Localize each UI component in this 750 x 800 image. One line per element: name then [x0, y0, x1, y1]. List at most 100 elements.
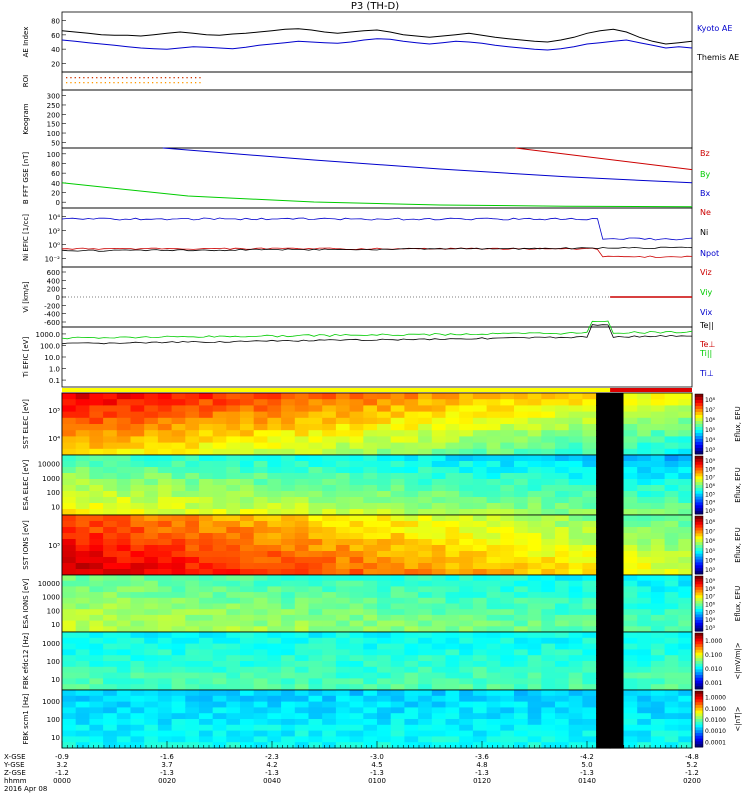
colorbar-tick-label: 0.0001 — [705, 739, 726, 746]
colorbar-tick-label: 10³ — [705, 625, 716, 632]
colorbar-tick-label: 10⁵ — [705, 548, 716, 555]
colorbar-1 — [695, 456, 703, 515]
y-tick-label: 300 — [47, 93, 60, 101]
time-label: 0020 — [158, 777, 176, 785]
roi-dot — [121, 82, 124, 84]
y-gse-label: 5.0 — [581, 761, 592, 769]
roi-dot — [78, 82, 81, 84]
y-tick-label: 80 — [51, 18, 60, 26]
y-tick-label: 60 — [51, 170, 60, 178]
z-gse-label: -1.3 — [265, 769, 279, 777]
time-label: 0120 — [473, 777, 491, 785]
roi-dot — [130, 77, 132, 79]
roi-dot — [66, 82, 68, 84]
roi-dot — [100, 77, 102, 79]
x-gse-label: -4.2 — [580, 753, 594, 761]
ae-line-0 — [61, 38, 693, 51]
roi-dot — [160, 77, 162, 79]
colorbar-label: <|mV/m|> — [734, 642, 742, 679]
roi-dot — [156, 82, 158, 84]
y-tick-label: 1000 — [42, 475, 60, 483]
y-tick-label: 1000 — [42, 594, 60, 602]
roi-dot — [109, 77, 111, 79]
colorbar-label: Eflux, EFU — [734, 467, 742, 502]
y-tick-label: -400 — [44, 311, 60, 319]
colorbar-tick-label: 10⁶ — [705, 417, 716, 424]
colorbar-tick-label: 10⁴ — [705, 617, 716, 624]
colorbar-tick-label: 10⁸ — [705, 397, 716, 404]
y-tick-label: 80 — [51, 160, 60, 168]
colorbar-4 — [695, 633, 703, 690]
y-tick-label: 50 — [51, 139, 60, 147]
vi-legend-0: Viz — [700, 268, 712, 277]
ni-legend-2: Npot — [700, 249, 719, 258]
ni-legend-1: Ni — [700, 228, 708, 237]
roi-dot — [87, 77, 89, 79]
colorbar-tick-label: 10⁹ — [705, 578, 716, 585]
spectrogram-7 — [62, 393, 693, 456]
y-tick-label: 100 — [47, 658, 60, 666]
roi-dot — [66, 77, 68, 79]
y-gse-label: 3.7 — [161, 761, 172, 769]
roi-dot — [190, 82, 192, 84]
y-tick-label: 10 — [51, 734, 60, 742]
y-tick-label: 1.0 — [49, 366, 60, 374]
b-legend-1: By — [700, 170, 710, 179]
colorbar-tick-label: 10⁷ — [705, 475, 716, 482]
y-axis-label: ROI — [22, 75, 30, 87]
colorbar-tick-label: 10⁸ — [705, 586, 716, 593]
ti-line — [61, 320, 693, 340]
colorbar-tick-label: 1.000 — [705, 638, 722, 645]
roi-dot — [173, 77, 175, 79]
roi-dot — [83, 77, 85, 79]
ni-line — [61, 246, 693, 252]
panel-frame — [61, 207, 693, 268]
b-legend-0: Bz — [700, 149, 710, 158]
roi-dot — [130, 82, 132, 84]
y-gse-label: 4.2 — [266, 761, 277, 769]
colorbar-tick-label: 10⁶ — [705, 602, 716, 609]
plot-title: P3 (TH-D) — [350, 1, 400, 12]
y-tick-label: 20 — [51, 60, 60, 68]
roi-dot — [152, 82, 154, 84]
y-tick-label: 100 — [47, 130, 60, 138]
y-tick-label: 10 — [51, 621, 60, 629]
colorbar-tick-label: 10⁶ — [705, 538, 716, 545]
time-label: 0140 — [578, 777, 596, 785]
ti-legend-2: Ti|| — [699, 349, 712, 358]
spectrogram-11 — [62, 632, 693, 691]
colorbar-3 — [695, 576, 703, 632]
roi-dot — [109, 82, 111, 84]
colorbar-tick-label: 10³ — [705, 508, 716, 515]
colorbar-tick-label: 0.100 — [705, 652, 722, 659]
roi-dot — [74, 77, 76, 79]
y-axis-label: SST ELEC [eV] — [22, 399, 30, 449]
x-gse-label: -0.9 — [55, 753, 69, 761]
roi-dot — [195, 82, 197, 84]
y-tick-label: 10² — [48, 227, 60, 235]
y-tick-label: 200 — [47, 111, 60, 119]
colorbar-frame — [694, 690, 704, 748]
vi-legend-1: Viy — [700, 288, 713, 297]
y-tick-label: 100 — [47, 607, 60, 615]
y-tick-label: 10⁴ — [48, 435, 60, 443]
z-gse-label: -1.3 — [370, 769, 384, 777]
roi-dot — [104, 77, 106, 79]
y-tick-label: -200 — [44, 302, 60, 310]
roi-dot — [186, 77, 188, 79]
roi-dot — [70, 82, 72, 84]
x-gse-label: -1.6 — [160, 753, 174, 761]
time-label: 0040 — [263, 777, 281, 785]
y-tick-label: 200 — [47, 286, 60, 294]
roi-dot — [113, 77, 115, 79]
colorbar-tick-label: 10⁵ — [705, 491, 716, 498]
y-axis-label: ESA ELEC [eV] — [22, 460, 30, 511]
y-tick-label: 400 — [47, 277, 60, 285]
time-label: 0200 — [683, 777, 701, 785]
spectrogram-12 — [62, 690, 693, 749]
y-gse-label: 5.2 — [686, 761, 697, 769]
ti-legend-3: Ti⊥ — [699, 369, 714, 378]
colorbar-tick-label: 0.001 — [705, 680, 722, 687]
y-tick-label: 10⁴ — [48, 213, 60, 221]
